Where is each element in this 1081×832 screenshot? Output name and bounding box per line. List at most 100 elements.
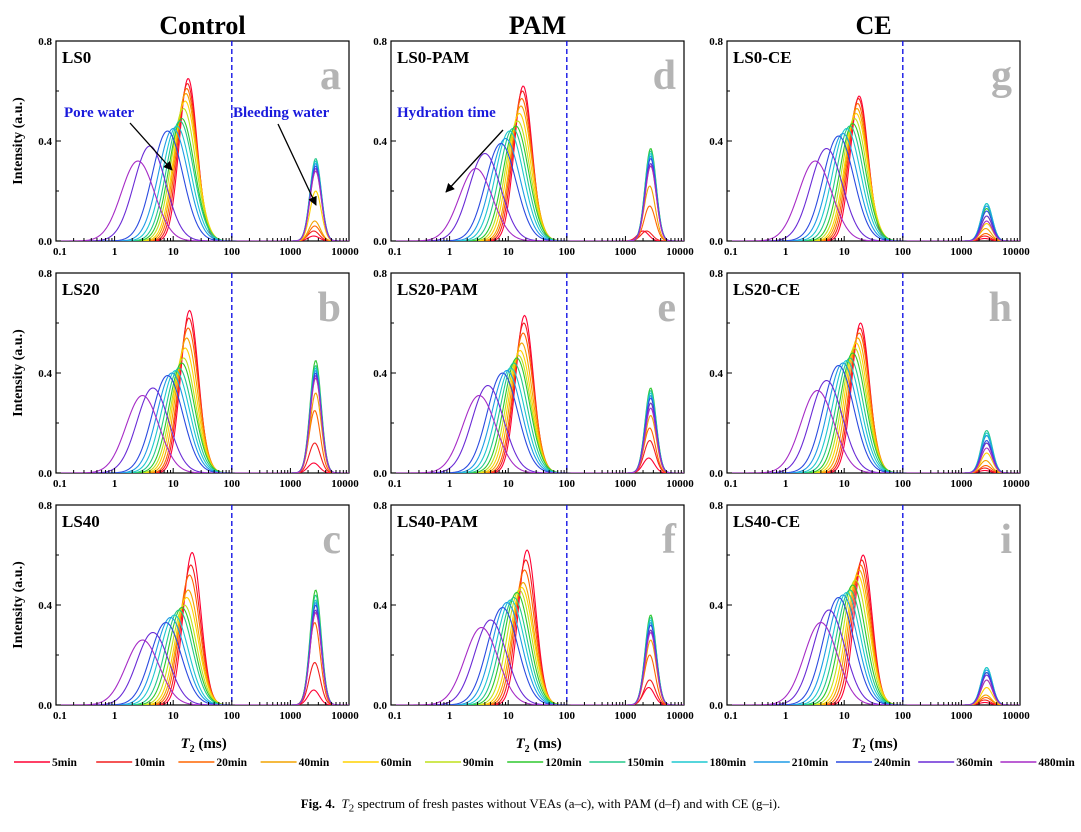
panel-letter: h <box>989 285 1012 331</box>
x-axis-labels: T2 (ms) T2 (ms) T2 (ms) <box>181 736 898 755</box>
x-tick-label: 0.1 <box>388 710 402 722</box>
x-tick-label: 1000 <box>279 246 302 258</box>
y-tick-label: 0.8 <box>709 268 723 280</box>
column-title-ce: CE <box>855 11 891 40</box>
x-axis-label: T2 (ms) <box>852 736 898 755</box>
series-line-180min <box>56 125 349 241</box>
series-line-210min <box>56 127 349 241</box>
x-tick-label: 10000 <box>1002 246 1030 258</box>
series-line-480min <box>56 377 349 473</box>
x-tick-label: 10 <box>839 478 851 490</box>
figure-caption: Fig. 4. T2 spectrum of fresh pastes with… <box>0 796 1081 815</box>
panels-grid: 0.1 1 10 100 1000 10000 0.0 0.4 0.8 LS0 a Intensity… <box>11 36 1030 722</box>
legend: 5min 10min 20min 40min 60min 90min 120min 150mi… <box>14 757 1075 769</box>
x-tick-label: 0.1 <box>388 478 402 490</box>
y-tick-label: 0.8 <box>709 500 723 512</box>
panel-i: 0.1 1 10 100 1000 10000 0.0 0.4 0.8 LS40-CE i <box>709 500 1030 722</box>
series-line-180min <box>727 127 1020 241</box>
panel-d: 0.1 1 10 100 1000 10000 0.0 0.4 0.8 LS0-PAM d <box>373 36 694 258</box>
series-line-20min <box>727 332 1020 473</box>
series-group <box>56 77 349 241</box>
panel-h: 0.1 1 10 100 1000 10000 0.0 0.4 0.8 LS20-CE h <box>709 268 1030 490</box>
x-label-unit: (ms) <box>195 736 227 752</box>
x-tick-label: 1 <box>783 246 789 258</box>
x-tick-label: 1 <box>112 246 118 258</box>
series-line-20min <box>391 332 684 473</box>
y-tick-label: 0.0 <box>38 236 52 248</box>
series-line-210min <box>727 132 1020 241</box>
series-line-40min <box>727 107 1020 241</box>
panel-letter: f <box>662 517 677 563</box>
x-tick-label: 10000 <box>1002 478 1030 490</box>
y-tick-label: 0.8 <box>373 268 387 280</box>
panel-name: LS0-CE <box>733 48 792 67</box>
x-tick-label: 10000 <box>331 478 359 490</box>
panel-a: 0.1 1 10 100 1000 10000 0.0 0.4 0.8 LS0 a Intensity… <box>11 36 359 258</box>
y-tick-label: 0.0 <box>373 700 387 712</box>
legend-label-90min: 90min <box>463 757 494 769</box>
series-line-480min <box>56 612 349 705</box>
legend-label-240min: 240min <box>874 757 911 769</box>
x-tick-label: 100 <box>224 478 241 490</box>
series-group <box>391 85 684 241</box>
y-axis-label: Intensity (a.u.) <box>11 561 26 649</box>
column-title-control: Control <box>159 11 245 40</box>
y-tick-label: 0.8 <box>709 36 723 48</box>
annotations: Pore water Bleeding water Hydration time <box>64 105 504 206</box>
series-group <box>391 314 684 473</box>
x-tick-label: 100 <box>559 246 576 258</box>
x-label-subscript: 2 <box>190 744 195 755</box>
legend-label-210min: 210min <box>792 757 829 769</box>
panel-name: LS0 <box>62 48 91 67</box>
x-tick-label: 1 <box>447 246 453 258</box>
x-tick-label: 1 <box>112 710 118 722</box>
x-tick-label: 1000 <box>279 710 302 722</box>
panel-name: LS40-PAM <box>397 512 478 531</box>
panel-letter: d <box>653 53 676 99</box>
x-tick-label: 1 <box>783 478 789 490</box>
x-tick-label: 10000 <box>666 246 694 258</box>
x-label-unit: (ms) <box>530 736 562 752</box>
x-tick-label: 0.1 <box>724 710 738 722</box>
y-tick-label: 0.4 <box>38 368 52 380</box>
panel-name: LS20-CE <box>733 280 800 299</box>
panel-g: 0.1 1 10 100 1000 10000 0.0 0.4 0.8 LS0-CE g <box>709 36 1030 258</box>
series-line-240min <box>727 135 1020 241</box>
x-tick-label: 10 <box>503 710 515 722</box>
x-label-symbol: T <box>181 736 191 752</box>
y-axis-label: Intensity (a.u.) <box>11 97 26 185</box>
x-tick-label: 1000 <box>614 246 637 258</box>
x-tick-label: 10 <box>168 246 180 258</box>
series-group <box>391 549 684 705</box>
legend-label-5min: 5min <box>52 757 78 769</box>
series-group <box>727 322 1020 473</box>
y-tick-label: 0.8 <box>38 36 52 48</box>
x-tick-label: 1000 <box>279 478 302 490</box>
x-tick-label: 100 <box>559 478 576 490</box>
y-tick-label: 0.8 <box>38 500 52 512</box>
y-tick-label: 0.8 <box>373 500 387 512</box>
series-line-480min <box>727 160 1020 241</box>
x-tick-label: 10000 <box>666 478 694 490</box>
x-tick-label: 0.1 <box>53 246 67 258</box>
column-title-pam: PAM <box>509 11 566 40</box>
y-tick-label: 0.4 <box>709 600 723 612</box>
x-tick-label: 10 <box>168 710 180 722</box>
y-tick-label: 0.4 <box>373 136 387 148</box>
series-line-60min <box>727 342 1020 473</box>
panel-letter: c <box>322 517 341 563</box>
x-tick-label: 100 <box>559 710 576 722</box>
legend-label-60min: 60min <box>381 757 412 769</box>
annotation-pore-water: Pore water <box>64 105 134 121</box>
x-tick-label: 10 <box>839 710 851 722</box>
y-tick-label: 0.4 <box>38 136 52 148</box>
legend-label-360min: 360min <box>956 757 993 769</box>
x-tick-label: 0.1 <box>388 246 402 258</box>
x-label-symbol: T <box>516 736 526 752</box>
y-tick-label: 0.0 <box>38 468 52 480</box>
y-tick-label: 0.0 <box>38 700 52 712</box>
panel-frame <box>55 504 350 706</box>
y-tick-label: 0.4 <box>373 600 387 612</box>
caption-symbol: T <box>341 796 349 811</box>
x-tick-label: 1000 <box>950 478 973 490</box>
